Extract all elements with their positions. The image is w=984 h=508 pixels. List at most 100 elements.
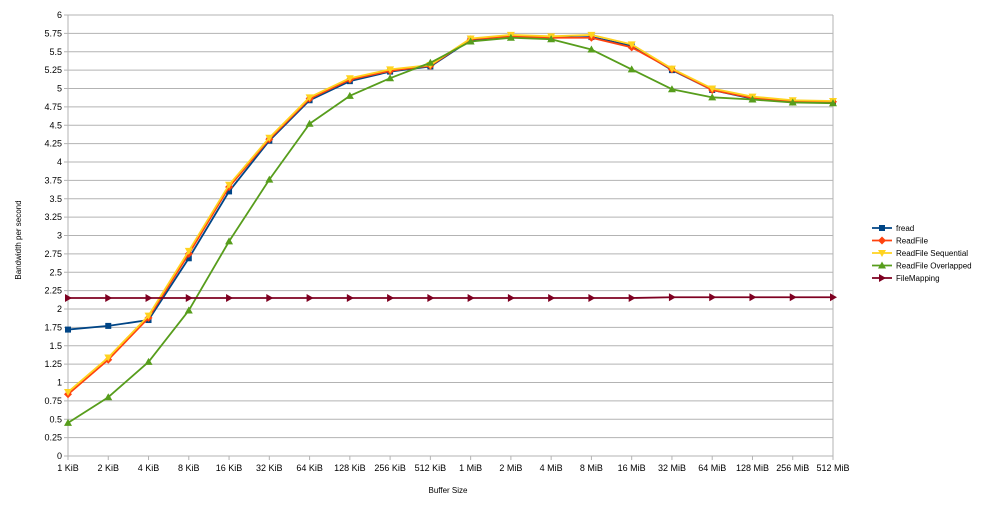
series-line-fread [67,36,834,331]
data-point-readfile-overlapped [788,98,797,106]
y-tick-label: 3 [57,231,62,241]
data-point-readfile-sequential [305,94,314,102]
data-point-readfile-overlapped [225,237,234,245]
data-point-readfile-sequential [708,85,717,93]
data-point-filemapping [185,293,193,302]
data-point-readfile-overlapped [426,58,435,66]
y-tick-label: 0.25 [44,433,62,443]
legend: fread ReadFile ReadFile Sequential ReadFile… [872,224,972,283]
data-point-readfile-overlapped [144,357,153,365]
y-tick-label: 5.75 [44,28,62,38]
data-point-readfile-overlapped [345,91,354,99]
y-tick-label: 5.25 [44,65,62,75]
x-tick-label: 16 MiB [618,463,646,473]
x-tick-label: 4 KiB [138,463,160,473]
series-readfile-sequential [64,31,837,397]
data-point-filemapping [346,293,354,302]
data-point-readfile-overlapped [829,99,837,107]
x-tick-label: 2 KiB [98,463,120,473]
data-point-readfile-overlapped [547,35,556,43]
data-point-readfile-sequential [184,247,193,255]
data-point-filemapping [427,293,435,302]
legend-swatch-marker [879,225,885,231]
data-point-fread [65,326,71,333]
data-point-filemapping [105,293,113,302]
y-axis-title: Bandwidth per second [14,200,23,279]
series-readfile [64,32,837,399]
data-point-readfile-sequential [345,75,354,83]
data-point-filemapping [830,293,837,302]
series-lines [64,31,837,426]
data-point-readfile-overlapped [587,45,596,53]
x-tick-label: 16 KiB [216,463,243,473]
legend-item-readfile-overlapped: ReadFile Overlapped [872,261,972,271]
legend-label: ReadFile Sequential [896,249,968,258]
x-tick-label: 128 KiB [334,463,366,473]
data-point-readfile-overlapped [506,33,515,41]
data-point-filemapping [145,293,153,302]
legend-item-readfile-sequential: ReadFile Sequential [872,249,968,258]
data-point-filemapping [306,293,314,302]
x-tick-label: 8 MiB [580,463,603,473]
y-tick-label: 5 [57,84,62,94]
y-tick-label: 4.75 [44,102,62,112]
legend-item-readfile: ReadFile [872,236,929,246]
x-tick-label: 256 MiB [776,463,809,473]
data-point-readfile-sequential [627,41,636,49]
x-tick-label: 2 MiB [499,463,522,473]
x-tick-label: 64 MiB [698,463,726,473]
data-point-fread [105,322,112,329]
data-point-readfile-overlapped [184,306,193,314]
data-point-filemapping [749,293,757,302]
gridlines [68,14,833,457]
data-point-filemapping [789,293,797,302]
axes [64,14,834,460]
x-tick-label: 256 KiB [374,463,406,473]
y-tick-label: 2 [57,304,62,314]
data-point-filemapping [548,293,556,302]
legend-swatch-marker [879,274,886,282]
series-line-readfile-overlapped [67,36,834,424]
data-point-readfile-overlapped [305,119,314,127]
y-tick-label: 5.5 [49,47,62,57]
data-point-readfile-overlapped [748,95,757,103]
data-point-readfile-sequential [587,31,596,39]
data-point-filemapping [467,293,475,302]
data-point-filemapping [507,293,515,302]
data-point-readfile-sequential [104,354,113,362]
data-point-filemapping [266,293,274,302]
data-point-readfile-sequential [386,66,395,74]
data-point-readfile-overlapped [667,85,676,93]
x-axis-tick-labels: 1 KiB 2 KiB 4 KiB 8 KiB 16 KiB 32 KiB 64 KiB 12… [57,463,849,473]
data-point-filemapping [226,293,234,302]
data-point-readfile-overlapped [104,393,113,401]
data-point-readfile-sequential [265,134,274,142]
x-tick-label: 32 MiB [658,463,686,473]
data-point-readfile-overlapped [265,175,274,183]
series-readfile-overlapped [64,33,837,426]
y-tick-label: 4.25 [44,139,62,149]
data-point-fread [226,188,233,195]
y-tick-label: 1.75 [44,322,62,332]
data-point-filemapping [709,293,717,302]
data-point-readfile-overlapped [386,74,395,82]
data-point-readfile-sequential [64,389,72,397]
data-point-filemapping [387,293,395,302]
data-point-readfile-sequential [144,312,153,320]
legend-label: ReadFile [896,237,929,246]
x-tick-label: 64 KiB [296,463,323,473]
legend-label: FileMapping [896,274,940,283]
y-tick-label: 1.5 [49,341,62,351]
series-line-filemapping [68,296,833,299]
x-tick-label: 32 KiB [256,463,283,473]
y-tick-label: 4 [57,157,62,167]
data-point-fread [185,255,192,262]
y-tick-label: 1.25 [44,359,62,369]
legend-swatch-marker [878,250,886,257]
x-tick-label: 8 KiB [178,463,200,473]
y-tick-label: 2.75 [44,249,62,259]
data-point-filemapping [668,293,676,302]
y-tick-label: 3.75 [44,175,62,185]
y-tick-label: 3.5 [49,194,62,204]
legend-item-filemapping: FileMapping [872,274,940,283]
